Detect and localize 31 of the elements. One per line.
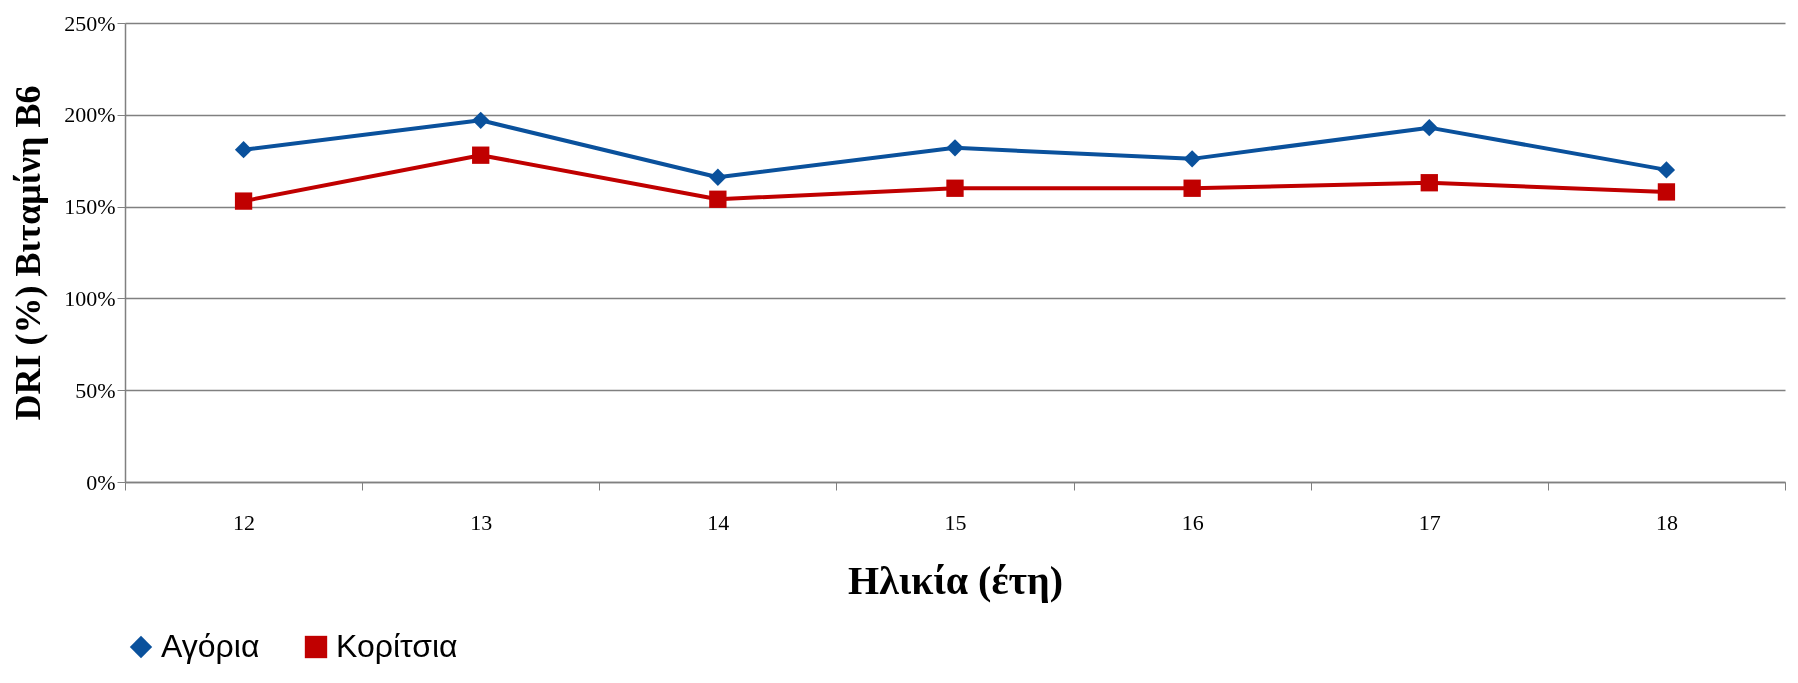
point <box>1657 183 1676 201</box>
x-tick-label: 15 <box>944 509 967 535</box>
point <box>709 168 727 186</box>
point <box>1183 150 1201 168</box>
legend-label: Αγόρια <box>161 628 260 664</box>
x-tick-label: 12 <box>233 509 256 535</box>
y-tick-label: 150% <box>64 194 116 220</box>
y-tick-label: 0% <box>86 469 116 495</box>
point <box>1183 179 1201 197</box>
y-tick-label: 50% <box>75 377 116 403</box>
point <box>946 139 964 157</box>
x-tick-label: 14 <box>707 509 730 535</box>
point <box>1657 161 1676 179</box>
x-tick-label: 13 <box>470 509 493 535</box>
x-tick-label: 17 <box>1418 509 1441 535</box>
point <box>472 111 490 129</box>
point <box>1420 174 1438 192</box>
point <box>234 141 253 159</box>
legend-label: Κορίτσια <box>336 628 458 664</box>
y-tick-label: 200% <box>64 102 116 128</box>
point <box>1420 118 1438 137</box>
point <box>234 192 253 210</box>
x-tick-label: 16 <box>1181 509 1204 535</box>
y-tick-label: 100% <box>64 285 116 311</box>
y-tick-label: 250% <box>64 10 116 36</box>
point <box>709 190 727 208</box>
point <box>472 146 490 164</box>
x-tick-label: 18 <box>1655 509 1678 535</box>
x-axis-title: Ηλικία (έτη) <box>848 557 1063 603</box>
y-axis-title: DRI (%) Βιταμίνη Β6 <box>8 85 49 421</box>
point <box>946 179 964 197</box>
